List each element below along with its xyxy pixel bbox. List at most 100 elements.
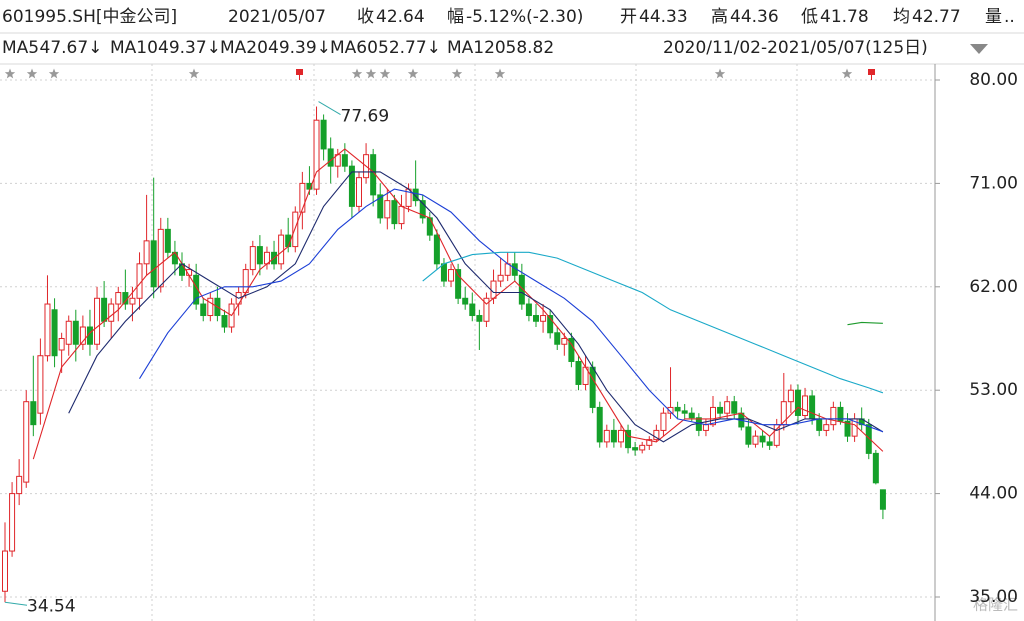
candle-body (157, 228, 164, 288)
candle-body (299, 182, 306, 213)
ma-line (422, 251, 884, 394)
candle-body (667, 406, 674, 414)
candle-body (674, 406, 681, 412)
candle-body (610, 429, 617, 443)
y-tick-label: 35.00 (969, 587, 1018, 607)
candle-body (51, 309, 58, 357)
candle-body (766, 441, 773, 446)
candle-body (164, 228, 171, 253)
legend-name: MA10 (110, 38, 158, 58)
quote-label: 幅 (447, 7, 464, 27)
candle-body (745, 426, 752, 445)
candle-body (596, 406, 603, 443)
candle-body (320, 119, 327, 150)
candle-body (518, 274, 525, 305)
candle-body (433, 234, 440, 265)
quote-value: 44.36 (730, 7, 779, 27)
candle-body (816, 418, 823, 431)
candle-body (129, 297, 136, 305)
candle-body (72, 320, 79, 345)
quote-label: 高 (711, 7, 728, 27)
quote-value: 42.64 (376, 7, 425, 27)
candle-body (9, 493, 16, 552)
candle-body (504, 263, 511, 276)
candle-body (632, 447, 639, 451)
candle-body (589, 366, 596, 408)
candle-body (58, 338, 65, 351)
date-range: 2020/11/02-2021/05/07(125日) (663, 38, 928, 58)
event-flag (868, 69, 875, 80)
dropdown-icon[interactable] (970, 44, 988, 54)
candle-body (823, 424, 830, 431)
quote-value: 41.78 (820, 7, 869, 27)
candle-body (65, 320, 72, 345)
candle-body (710, 406, 716, 426)
candle-body (278, 234, 285, 265)
candle-body (802, 395, 809, 416)
event-star (365, 68, 377, 79)
quote-value: -5.12%(-2.30) (466, 7, 583, 27)
candle-body (844, 420, 851, 437)
candle-body (16, 475, 23, 495)
legend-name: MA120 (447, 38, 506, 58)
candle-body (865, 424, 872, 454)
legend-value: 47.67↓ (40, 38, 103, 58)
event-star (494, 68, 506, 79)
event-star (714, 68, 726, 79)
event-star (188, 68, 200, 79)
legend-name: MA5 (2, 38, 39, 58)
candle-body (731, 401, 738, 414)
candle-body (617, 429, 624, 443)
candle-body (837, 406, 844, 422)
candle-body (547, 315, 554, 334)
candle-body (115, 292, 122, 305)
y-tick-label: 44.00 (969, 484, 1018, 504)
event-star (351, 68, 363, 79)
candle-body (101, 297, 108, 322)
candle-body (830, 406, 837, 426)
candle-body (108, 303, 115, 322)
legend-value: 52.77↓ (378, 38, 441, 58)
candle-body (476, 315, 483, 322)
candle-body (384, 200, 391, 219)
candle-body (30, 401, 37, 426)
candle-body (341, 154, 348, 167)
legend-name: MA60 (330, 38, 378, 58)
event-star (841, 68, 853, 79)
candle-body (150, 240, 157, 288)
candle-body (455, 269, 462, 299)
event-star (48, 68, 60, 79)
candle-body (207, 297, 214, 317)
candle-body (356, 177, 362, 207)
candle-body (809, 395, 816, 420)
max-pointer (318, 101, 341, 115)
candle-body (313, 119, 320, 190)
event-star (4, 68, 16, 79)
candle-body (533, 315, 539, 322)
candle-body (193, 274, 200, 305)
y-tick-label: 71.00 (969, 173, 1018, 193)
candle-body (497, 274, 504, 282)
candle-body (256, 246, 263, 265)
candle-body (525, 303, 532, 317)
min-pointer (4, 601, 28, 606)
y-tick-label: 62.00 (969, 277, 1018, 297)
candle-body (23, 401, 30, 483)
candle-body (717, 406, 724, 414)
candle-body (646, 439, 653, 446)
candle-body (448, 269, 455, 282)
candle-body (568, 338, 575, 362)
ma-line (847, 321, 883, 326)
candle-body (377, 194, 384, 219)
candle-body (639, 444, 646, 451)
header: 601995.SH[中金公司] 2021/05/07 (2, 7, 326, 27)
candle-body (759, 435, 766, 443)
max-label: 77.69 (341, 107, 390, 127)
candle-body (724, 401, 731, 414)
candle-body (348, 165, 355, 207)
quote-label: 开 (620, 7, 637, 27)
ma-line (139, 188, 884, 433)
candle-body (412, 188, 419, 202)
candle-body (752, 435, 759, 445)
candle-body (575, 360, 582, 385)
